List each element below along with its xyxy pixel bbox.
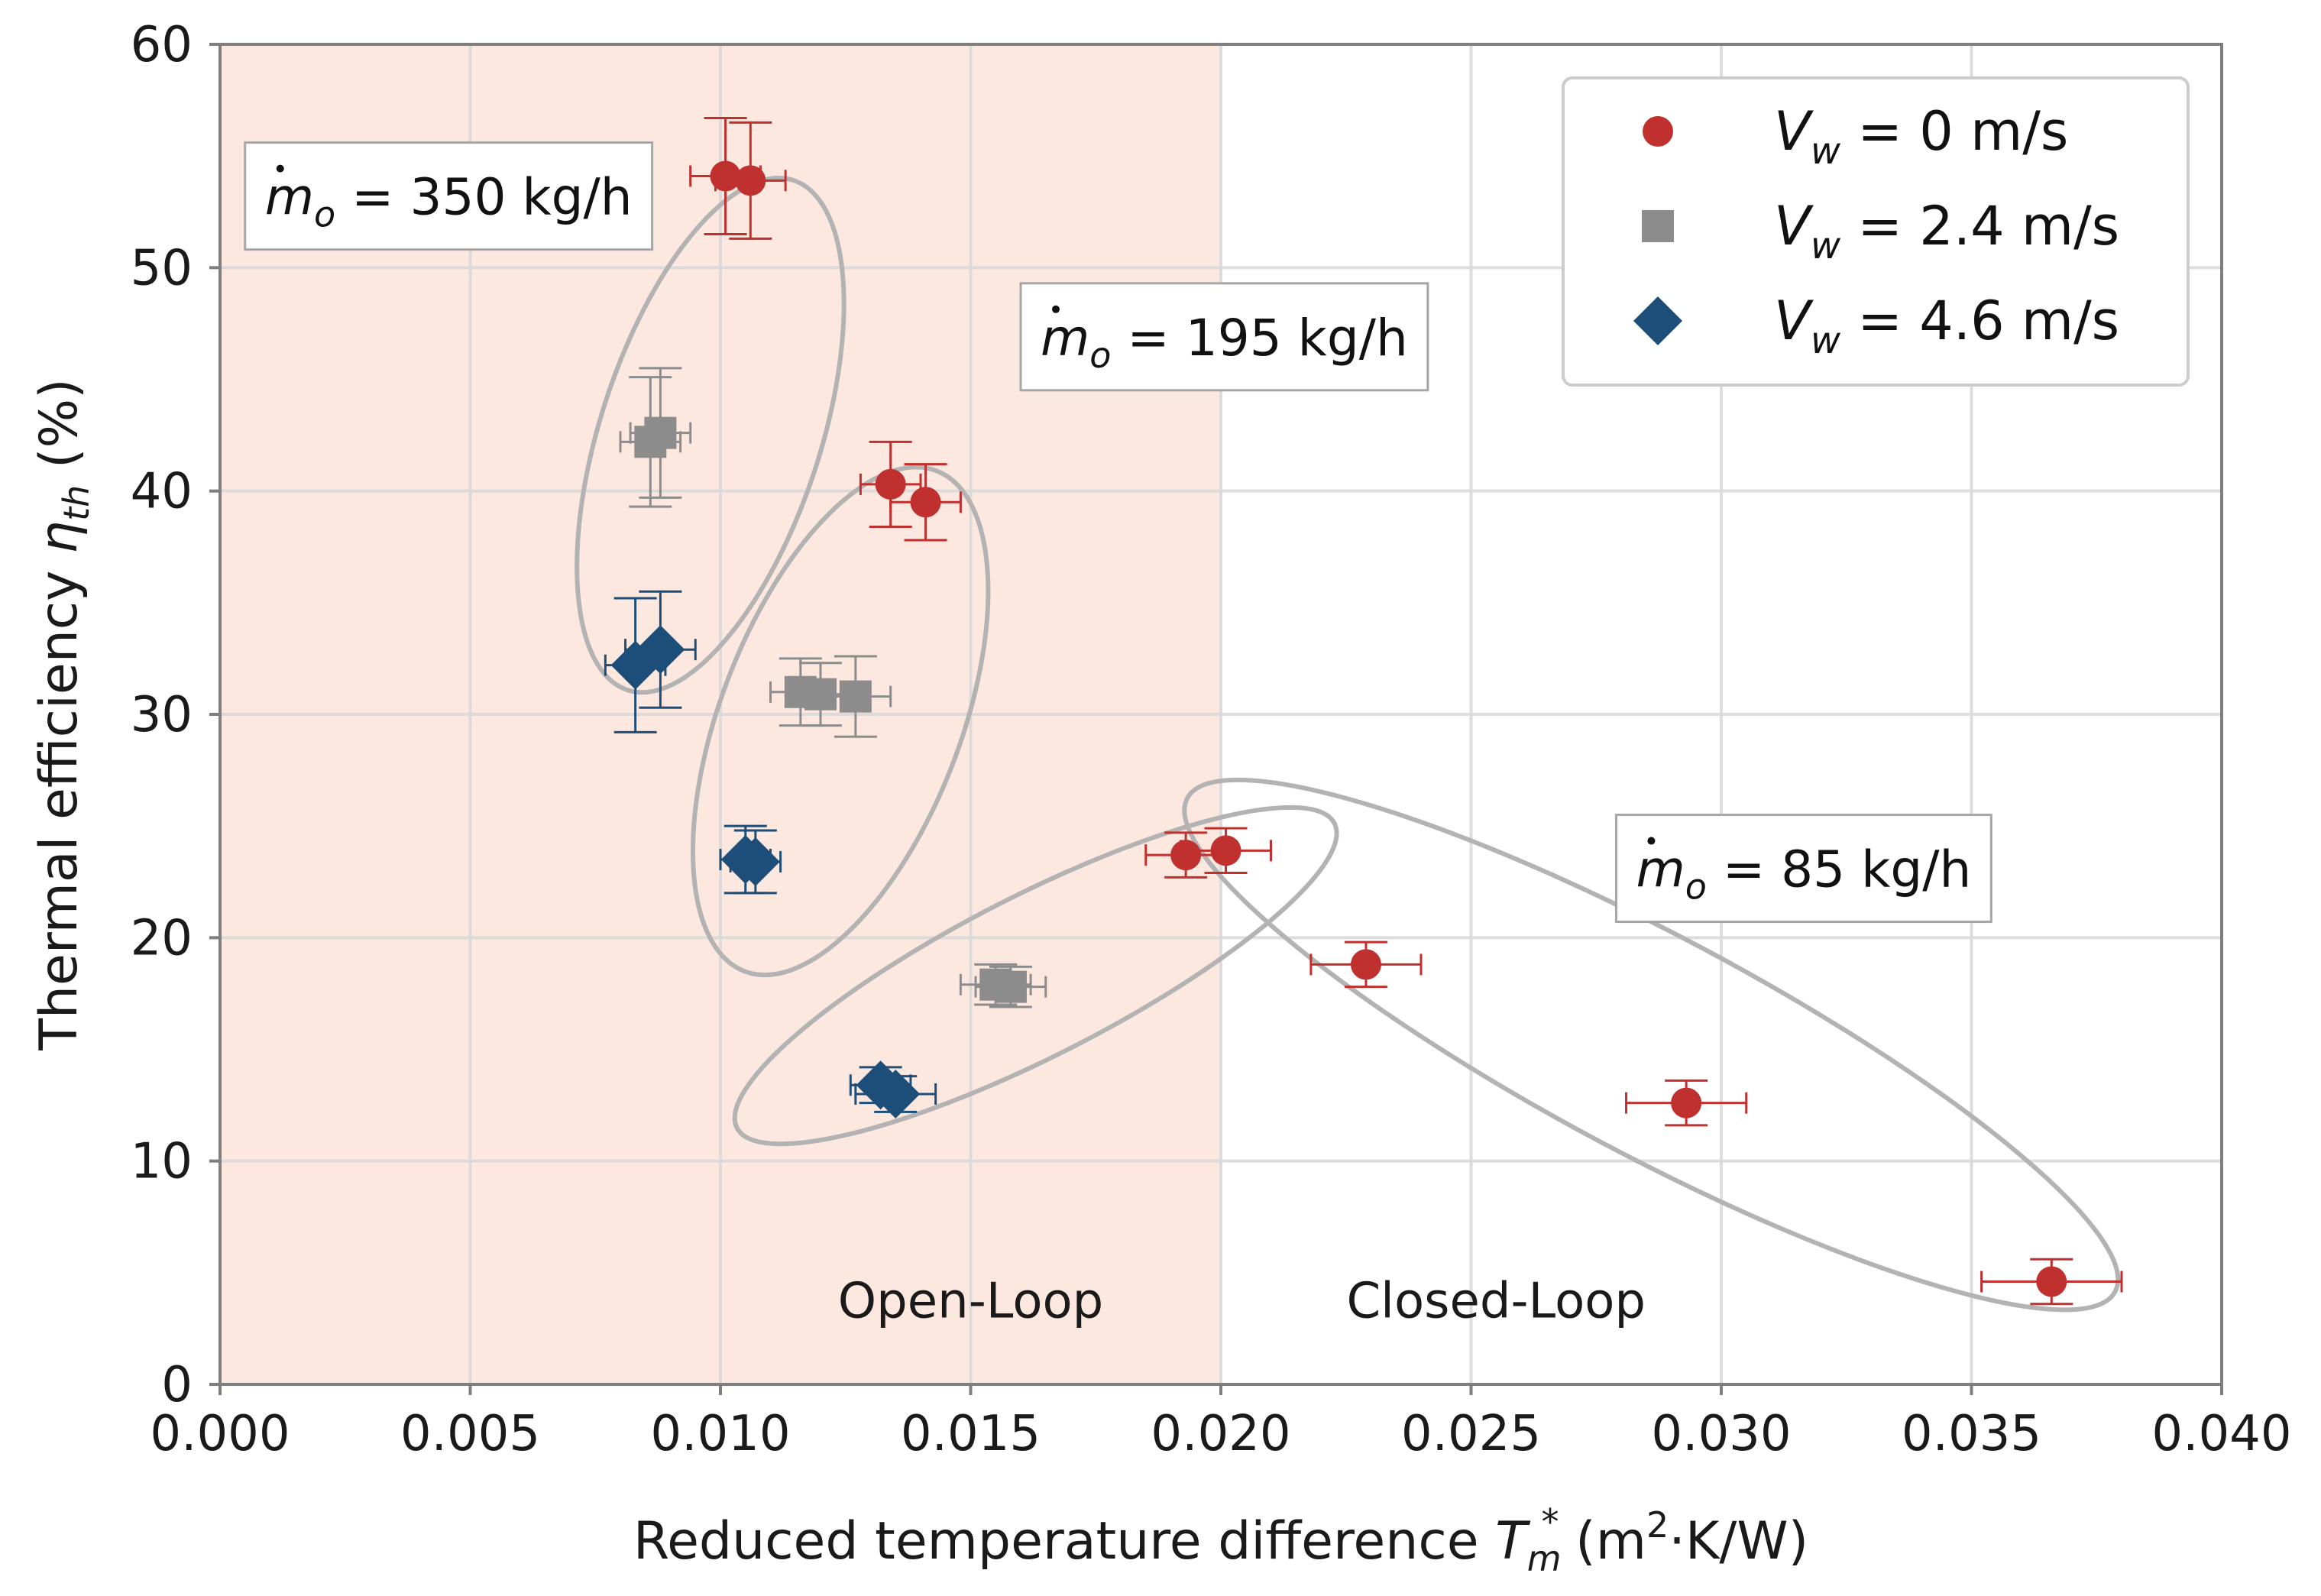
x-axis-label: Reduced temperature difference Tm* (m2·K… — [633, 1501, 1808, 1579]
annotation-box — [244, 141, 654, 251]
x-tick-label: 0.000 — [150, 1406, 290, 1462]
data-point-circle — [735, 165, 766, 196]
data-point-circle — [910, 487, 941, 518]
annotation-box — [1614, 814, 1992, 924]
x-tick-label: 0.040 — [2151, 1406, 2291, 1462]
region-label-closed-loop: Closed-Loop — [1346, 1273, 1646, 1329]
data-point-circle — [2036, 1266, 2067, 1297]
x-tick-label: 0.035 — [1902, 1406, 2041, 1462]
legend-item-0: Vw = 0 m/s — [1643, 100, 2068, 173]
x-tick-label: 0.030 — [1651, 1406, 1791, 1462]
legend-label: Vw = 4.6 m/s — [1774, 290, 2119, 362]
legend-marker-diamond — [1633, 296, 1682, 345]
x-tick-label: 0.015 — [901, 1406, 1041, 1462]
y-tick-label: 0 — [161, 1357, 193, 1413]
data-point-diamond — [871, 1069, 921, 1118]
legend-item-1: Vw = 2.4 m/s — [1642, 195, 2119, 267]
x-tick-label: 0.010 — [650, 1406, 790, 1462]
legend-marker-circle — [1643, 116, 1673, 147]
legend-label: Vw = 2.4 m/s — [1774, 195, 2119, 267]
series-0 — [689, 116, 2123, 1306]
dot-accent — [1052, 305, 1060, 313]
annotation-text: mo = 195 kg/h — [1041, 309, 1408, 376]
data-point-circle — [1350, 949, 1381, 980]
annotation-text: mo = 350 kg/h — [265, 168, 633, 235]
y-tick-label: 40 — [131, 464, 193, 520]
series-2 — [604, 590, 937, 1118]
dot-accent — [276, 164, 284, 173]
x-tick-label: 0.020 — [1151, 1406, 1290, 1462]
data-point-circle — [875, 468, 906, 500]
series-1 — [619, 367, 1047, 1008]
data-point-circle — [710, 160, 741, 192]
x-tick-label: 0.005 — [400, 1406, 540, 1462]
group-ellipse-85-b — [1182, 777, 2121, 1313]
region-label-open-loop: Open-Loop — [838, 1273, 1104, 1329]
data-point-square — [839, 680, 872, 713]
y-tick-label: 50 — [131, 240, 193, 296]
legend-label: Vw = 0 m/s — [1774, 100, 2068, 173]
flow-rate-annotation-350: mo = 350 kg/h — [244, 141, 654, 251]
y-tick-label: 10 — [131, 1134, 193, 1190]
annotation-text: mo = 85 kg/h — [1636, 840, 1971, 908]
data-point-square — [994, 970, 1027, 1003]
annotation-box — [1019, 282, 1429, 392]
legend-marker-square — [1642, 210, 1674, 242]
y-tick-label: 30 — [131, 687, 193, 743]
y-tick-label: 60 — [131, 17, 193, 73]
group-ellipse-195 — [690, 465, 991, 978]
y-axis-label: Thermal efficiency ηth (%) — [29, 378, 97, 1051]
x-tick-label: 0.025 — [1401, 1406, 1541, 1462]
flow-rate-annotation-85: mo = 85 kg/h — [1614, 814, 1992, 924]
dot-accent — [1647, 837, 1656, 845]
data-point-circle — [1671, 1087, 1702, 1118]
legend-box — [1562, 76, 2190, 387]
data-point-circle — [1210, 835, 1241, 866]
y-tick-label: 20 — [131, 910, 193, 966]
group-ellipse-350 — [575, 175, 847, 695]
data-point-diamond — [636, 625, 685, 675]
flow-rate-annotation-195: mo = 195 kg/h — [1019, 282, 1429, 392]
group-ellipse-85-a — [732, 804, 1339, 1147]
legend-item-2: Vw = 4.6 m/s — [1633, 290, 2119, 362]
data-point-diamond — [730, 837, 780, 886]
data-point-circle — [1170, 840, 1202, 871]
data-point-square — [644, 416, 677, 449]
